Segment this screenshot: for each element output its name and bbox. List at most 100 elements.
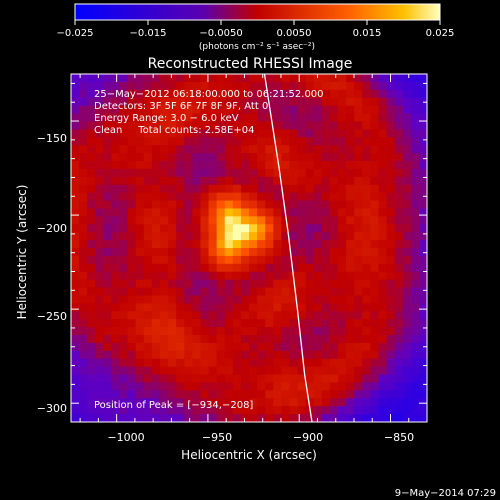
heatmap-cell <box>410 161 420 170</box>
heatmap-cell <box>168 184 177 194</box>
heatmap-cell <box>313 192 323 202</box>
heatmap-cell <box>87 113 96 123</box>
heatmap-cell <box>192 216 202 225</box>
heatmap-cell <box>281 137 291 146</box>
heatmap-cell <box>119 224 129 233</box>
heatmap-cell <box>313 121 323 130</box>
heatmap-cell <box>297 176 307 186</box>
heatmap-cell <box>103 81 113 91</box>
heatmap-cell <box>378 327 388 336</box>
heatmap-cell <box>240 382 250 391</box>
heatmap-cell <box>79 414 88 422</box>
heatmap-cell <box>232 271 242 281</box>
colorbar-ticks <box>74 20 441 25</box>
heatmap-cell <box>386 121 396 130</box>
heatmap-cell <box>386 224 396 233</box>
heatmap-cell <box>135 89 145 99</box>
heatmap-cell <box>160 145 169 154</box>
heatmap-cell <box>87 335 96 344</box>
heatmap-cell <box>151 105 161 115</box>
heatmap-cell <box>265 248 274 257</box>
heatmap-cell <box>378 216 388 225</box>
heatmap-cell <box>111 81 121 91</box>
heatmap-cell <box>386 382 396 391</box>
heatmap-cell <box>119 287 129 297</box>
heatmap-cell <box>418 390 427 399</box>
heatmap-cell <box>135 295 145 304</box>
heatmap-cell <box>257 145 266 154</box>
heatmap-cell <box>200 176 210 186</box>
heatmap-cell <box>111 168 121 178</box>
heatmap-cell <box>265 279 274 289</box>
heatmap-cell <box>160 319 169 328</box>
heatmap-cell <box>418 350 427 360</box>
heatmap-cell <box>410 335 420 344</box>
heatmap-cell <box>200 366 210 376</box>
heatmap-cell <box>265 327 274 336</box>
heatmap-cell <box>257 263 266 273</box>
heatmap-cell <box>184 176 193 186</box>
heatmap-cell <box>297 81 307 91</box>
heatmap-cell <box>151 406 161 415</box>
heatmap-cell <box>200 248 210 257</box>
heatmap-cell <box>135 184 145 194</box>
heatmap-cell <box>192 240 202 249</box>
heatmap-cell <box>103 335 113 344</box>
heatmap-cell <box>418 366 427 376</box>
heatmap-cell <box>232 390 242 399</box>
heatmap-cell <box>402 335 412 344</box>
heatmap-cell <box>119 168 129 178</box>
heatmap-cell <box>176 161 185 170</box>
heatmap-cell <box>240 303 250 312</box>
heatmap-cell <box>386 161 396 170</box>
heatmap-cell <box>313 224 323 233</box>
heatmap-cell <box>289 129 299 138</box>
heatmap-cell <box>313 240 323 249</box>
heatmap-cell <box>289 145 299 154</box>
heatmap-cell <box>378 390 388 399</box>
colorbar-tick-label-1: −0.015 <box>129 28 166 39</box>
heatmap-cell <box>127 350 137 360</box>
heatmap-cell <box>240 263 250 273</box>
heatmap-cell <box>338 137 347 146</box>
heatmap-cell <box>378 192 388 202</box>
heatmap-cell <box>103 295 113 304</box>
heatmap-cell <box>200 342 210 352</box>
heatmap-cell <box>313 279 323 289</box>
heatmap-cell <box>200 287 210 297</box>
heatmap-cell <box>224 327 234 336</box>
heatmap-cell <box>71 81 80 91</box>
heatmap-cell <box>338 208 347 217</box>
heatmap-cell <box>184 89 193 99</box>
heatmap-cell <box>418 271 427 281</box>
heatmap-cell <box>71 105 80 115</box>
heatmap-cell <box>321 279 331 289</box>
heatmap-cell <box>402 406 412 415</box>
heatmap-cell <box>151 224 161 233</box>
heatmap-cell <box>265 255 274 265</box>
heatmap-cell <box>224 216 234 225</box>
heatmap-cell <box>346 81 355 91</box>
heatmap-cell <box>410 342 420 352</box>
heatmap-cell <box>378 81 388 91</box>
heatmap-cell <box>176 406 185 415</box>
heatmap-cell <box>176 414 185 422</box>
heatmap-cell <box>297 366 307 376</box>
heatmap-cell <box>208 81 218 91</box>
heatmap-cell <box>143 390 153 399</box>
y-tick-label-1: −200 <box>37 222 67 235</box>
heatmap-cell <box>305 129 315 138</box>
heatmap-cell <box>111 255 121 265</box>
heatmap-cell <box>386 358 396 368</box>
heatmap-cell <box>329 335 339 344</box>
heatmap-cell <box>192 350 202 360</box>
heatmap-cell <box>386 248 396 257</box>
heatmap-cell <box>224 287 234 297</box>
heatmap-cell <box>265 398 274 407</box>
heatmap-cell <box>346 208 355 217</box>
heatmap-cell <box>338 216 347 225</box>
heatmap-cell <box>321 168 331 178</box>
heatmap-cell <box>370 105 380 115</box>
heatmap-cell <box>184 232 193 241</box>
heatmap-cell <box>321 366 331 376</box>
